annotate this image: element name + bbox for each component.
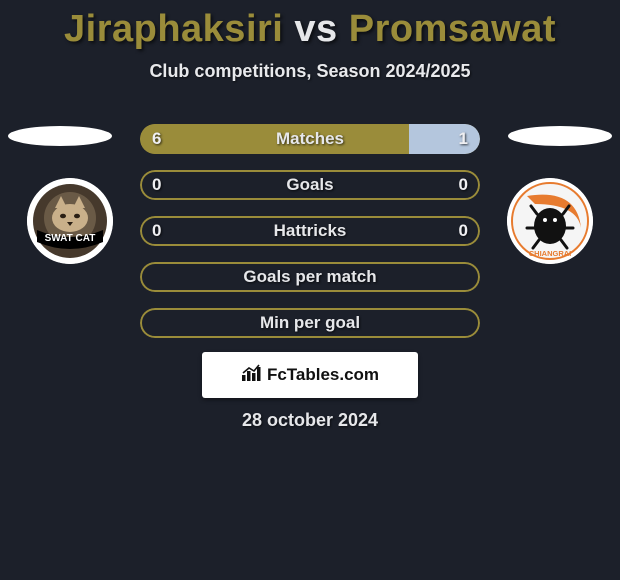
stat-row-min-per-goal: Min per goal [140, 308, 480, 338]
stat-value-right: 0 [459, 170, 468, 200]
stat-row-goals-per-match: Goals per match [140, 262, 480, 292]
fctables-chart-icon [241, 364, 263, 387]
title-player-a: Jiraphaksiri [64, 8, 283, 50]
chiangrai-text: CHIANGRAI [529, 249, 572, 258]
stat-row-matches: 6 Matches 1 [140, 124, 480, 154]
infographic-date: 28 october 2024 [0, 410, 620, 431]
subtitle: Club competitions, Season 2024/2025 [0, 61, 620, 82]
stat-label: Matches [140, 124, 480, 154]
page-title: Jiraphaksiri vs Promsawat [0, 0, 620, 51]
chiangrai-badge-icon: CHIANGRAI [507, 178, 593, 264]
comparison-chart: 6 Matches 1 0 Goals 0 0 Hattricks 0 Goal… [140, 124, 480, 354]
attribution-badge: FcTables.com [202, 352, 418, 398]
flag-left-ellipse [8, 126, 112, 146]
title-player-b: Promsawat [349, 8, 556, 50]
flag-right-ellipse [508, 126, 612, 146]
stat-label: Goals per match [140, 262, 480, 292]
stat-label: Goals [140, 170, 480, 200]
club-badge-left: SWAT CAT [20, 178, 120, 264]
stat-value-right: 1 [459, 124, 468, 154]
stat-row-hattricks: 0 Hattricks 0 [140, 216, 480, 246]
title-vs: vs [294, 8, 337, 50]
stat-label: Hattricks [140, 216, 480, 246]
swat-cat-badge-icon: SWAT CAT [27, 178, 113, 264]
stat-value-right: 0 [459, 216, 468, 246]
swat-cat-text: SWAT CAT [45, 233, 96, 244]
stat-row-goals: 0 Goals 0 [140, 170, 480, 200]
stat-label: Min per goal [140, 308, 480, 338]
club-badge-right: CHIANGRAI [500, 178, 600, 264]
attribution-text: FcTables.com [267, 365, 379, 385]
